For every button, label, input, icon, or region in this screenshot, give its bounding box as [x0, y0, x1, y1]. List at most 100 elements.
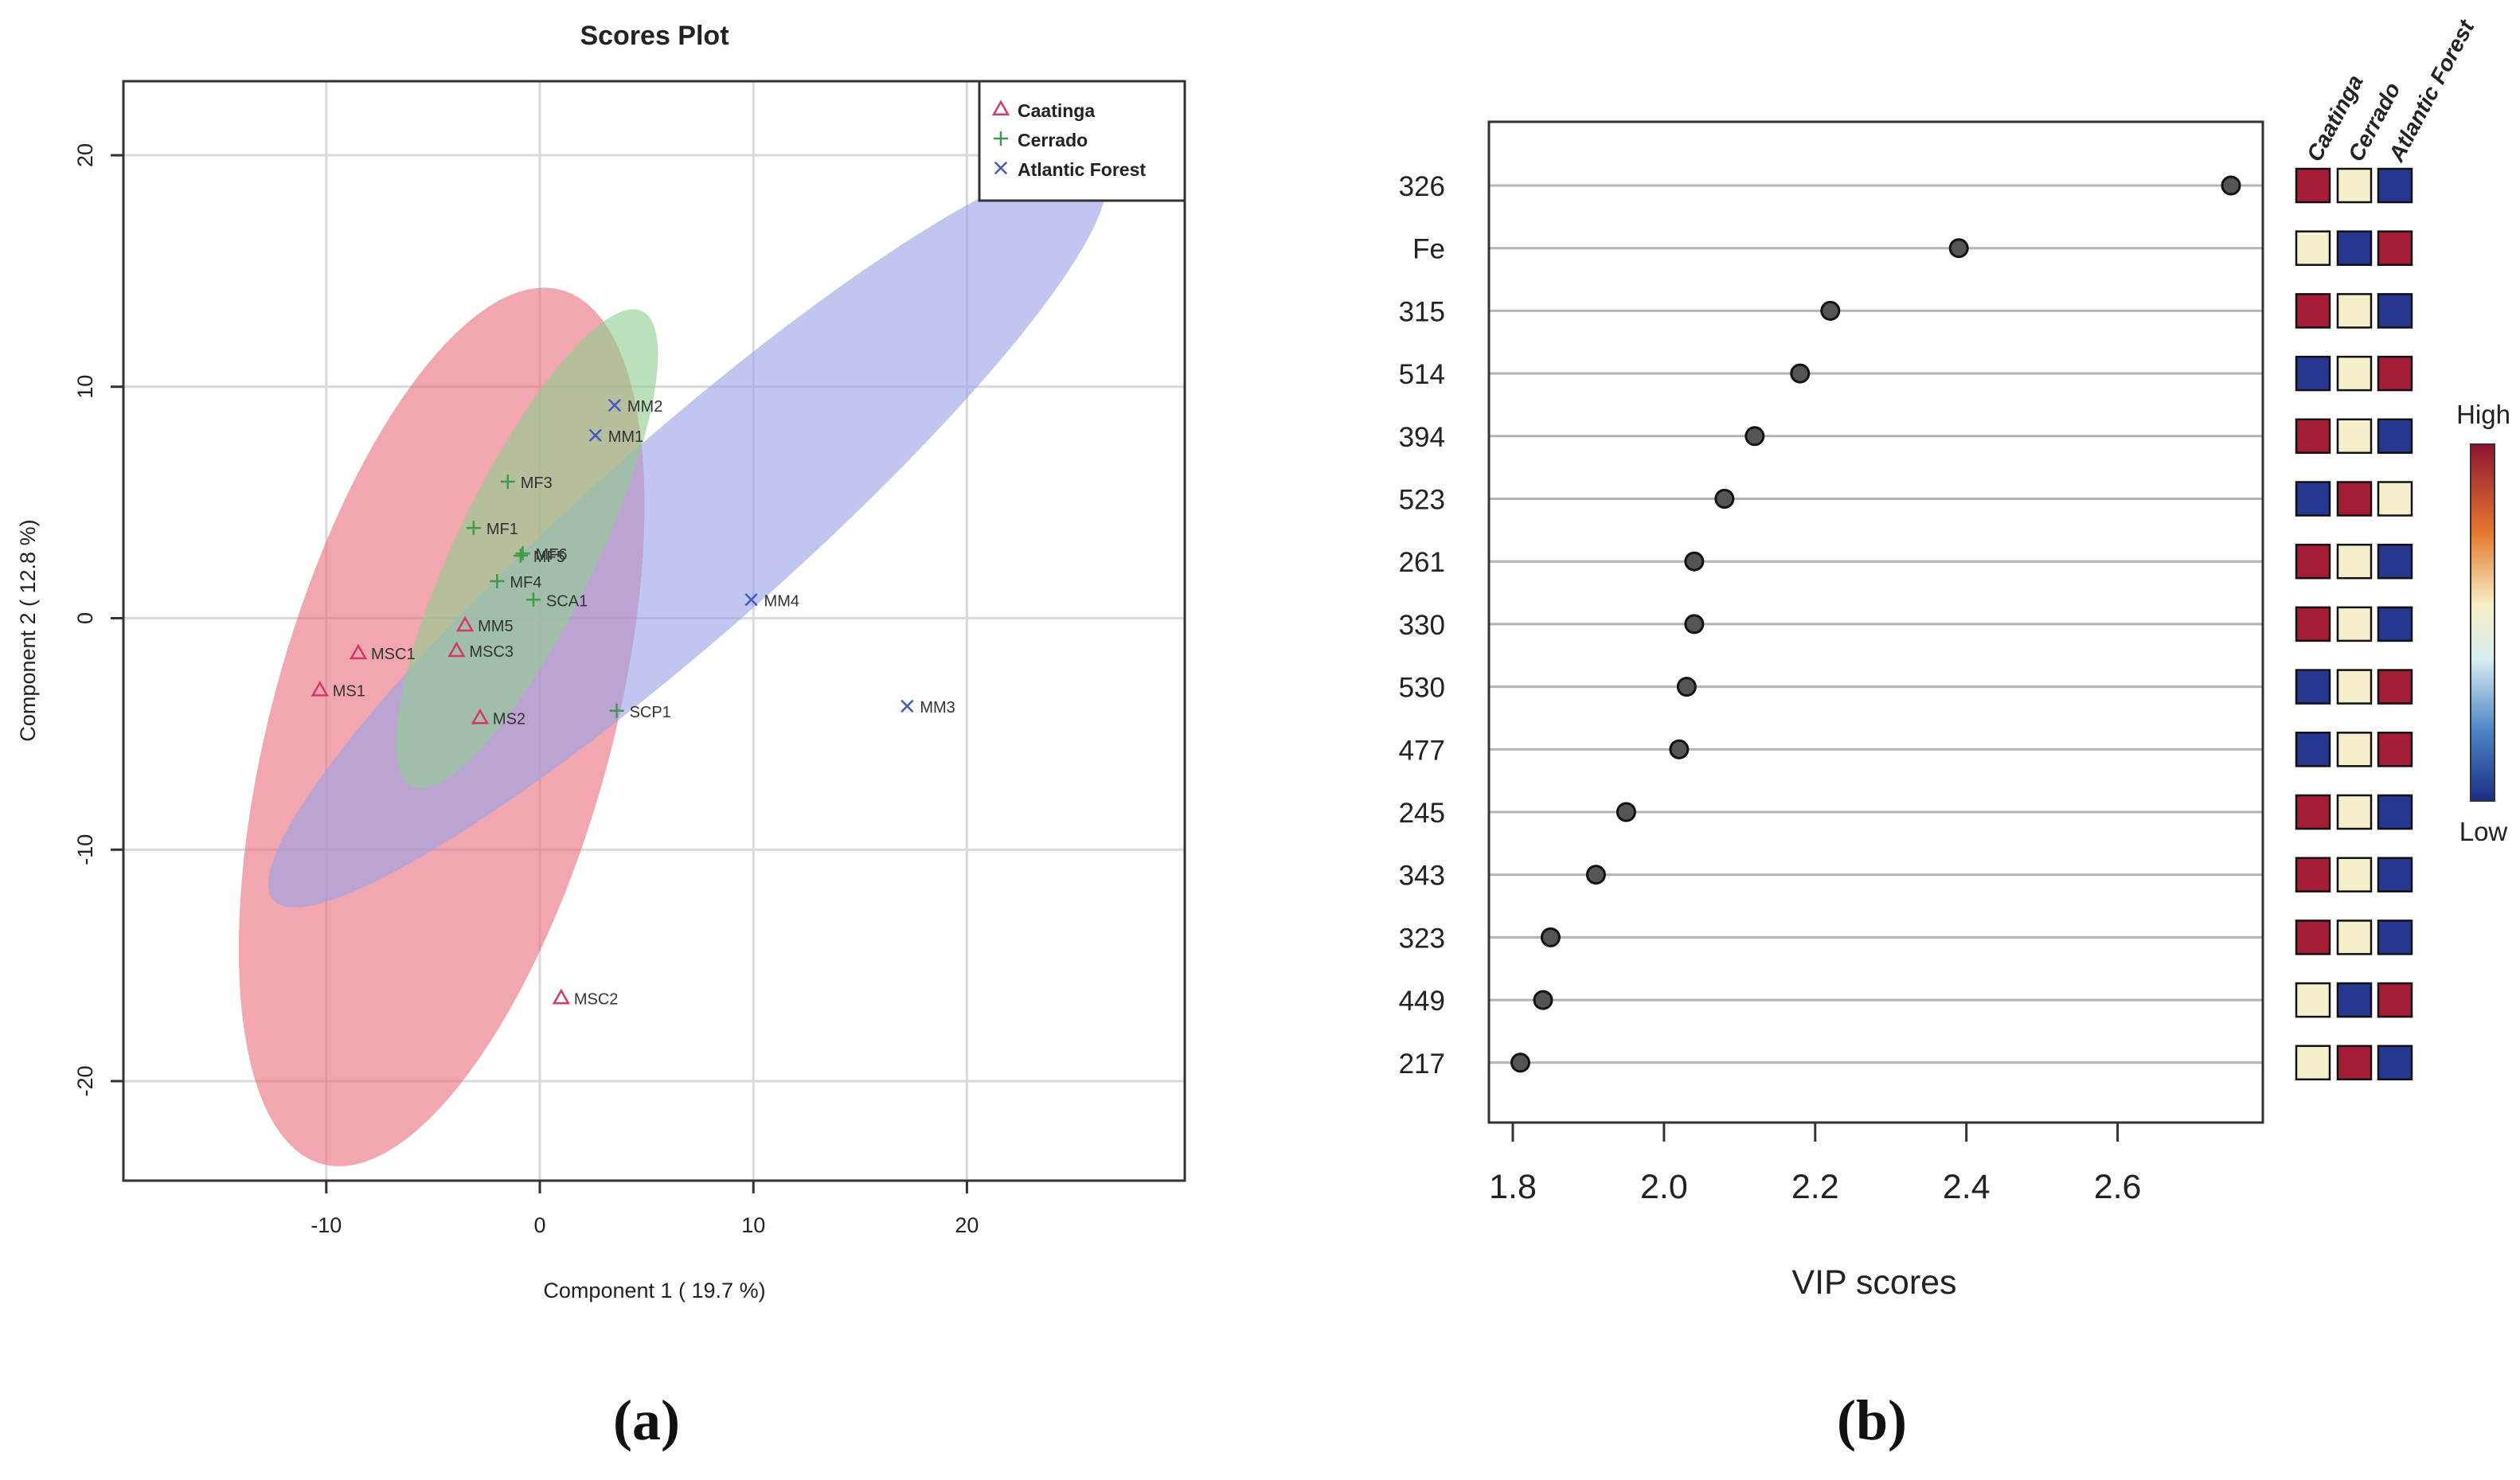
- heatmap-cell-477-cerrado: [2336, 732, 2373, 767]
- point-label: MF4: [510, 574, 541, 592]
- heatmap-cell-315-atlantic-forest: [2377, 293, 2413, 329]
- legend-label: Atlantic Forest: [1018, 159, 1146, 180]
- vip-row-fe: Fe: [1412, 234, 2263, 265]
- y-tick-label: 0: [73, 612, 97, 624]
- vip-x-tick-label: 2.2: [1791, 1168, 1839, 1206]
- point-label: MF3: [521, 474, 553, 492]
- heatmap-cell-330-caatinga: [2295, 606, 2331, 642]
- scores-plot-legend: Caatinga Cerrado Atlantic Forest: [978, 80, 1186, 202]
- score-point-ms1: MS1: [311, 681, 365, 701]
- colorbar-high-label: High: [2456, 400, 2510, 429]
- heatmap-cell-326-caatinga: [2295, 167, 2331, 204]
- heatmap-cell-514-caatinga: [2295, 355, 2331, 392]
- heatmap-cell-326-atlantic-forest: [2377, 167, 2413, 204]
- score-point-mf4: MF4: [490, 574, 541, 592]
- triangle-marker: [455, 615, 475, 632]
- heatmap-cell-326-cerrado: [2336, 167, 2373, 204]
- heatmap-cell-261-caatinga: [2295, 543, 2331, 580]
- scores-plot-y-axis-label: Component 2 ( 12.8 %): [16, 519, 40, 741]
- vip-row-343: 343: [1399, 861, 2263, 892]
- x-tick-label: 10: [741, 1213, 765, 1237]
- legend-item-caatinga: Caatinga: [991, 100, 1095, 121]
- heatmap-cells: [2295, 167, 2413, 1081]
- heatmap-cell-514-atlantic-forest: [2377, 355, 2413, 392]
- score-point-sca1: SCA1: [525, 592, 588, 610]
- plus-marker: [513, 549, 528, 564]
- heatmap-cell-261-atlantic-forest: [2377, 543, 2413, 580]
- heatmap-cell-477-caatinga: [2295, 732, 2331, 767]
- y-tick-label: -20: [73, 1065, 97, 1096]
- x-tick-label: 0: [533, 1213, 545, 1237]
- vip-dot: [1510, 1052, 1530, 1073]
- heatmap-cell-523-atlantic-forest: [2377, 481, 2413, 517]
- vip-row-label: 514: [1399, 359, 1445, 390]
- vip-row-330: 330: [1399, 610, 2263, 641]
- heatmap-cell-261-cerrado: [2336, 543, 2373, 580]
- point-label: MSC3: [469, 643, 514, 661]
- point-label: MS2: [493, 711, 525, 728]
- point-label: MM5: [478, 618, 513, 635]
- vip-row-217: 217: [1399, 1048, 2263, 1080]
- vip-row-label: 530: [1399, 673, 1445, 704]
- point-label: MSC1: [371, 646, 416, 663]
- score-point-mf5: MF5: [513, 549, 565, 566]
- cross-marker: [608, 398, 621, 412]
- vip-row-label: Fe: [1412, 234, 1445, 265]
- vip-row-label: 343: [1399, 861, 1445, 892]
- point-label: MS1: [333, 683, 365, 701]
- vip-row-label: 326: [1399, 171, 1445, 202]
- vip-x-tick-label: 1.8: [1489, 1168, 1537, 1206]
- vip-row-label: 323: [1399, 923, 1445, 954]
- vip-dot: [1669, 739, 1690, 760]
- score-point-msc3: MSC3: [447, 641, 514, 661]
- point-label: SCA1: [546, 592, 588, 610]
- vip-dot: [1684, 614, 1705, 635]
- heatmap-cell-449-caatinga: [2295, 982, 2331, 1018]
- heatmap-cell-343-caatinga: [2295, 857, 2331, 892]
- vip-row-label: 330: [1399, 610, 1445, 641]
- vip-dot: [1585, 865, 1606, 885]
- heatmap-cell-330-cerrado: [2336, 606, 2373, 642]
- vip-row-323: 323: [1399, 923, 2263, 954]
- vip-row-label: 394: [1399, 422, 1445, 453]
- heatmap-cell-530-atlantic-forest: [2377, 669, 2413, 705]
- triangle-marker: [471, 709, 490, 724]
- plus-marker: [515, 546, 530, 561]
- score-point-mm5: MM5: [455, 615, 514, 635]
- vip-row-label: 315: [1399, 296, 1445, 327]
- heatmap-cell-449-cerrado: [2336, 982, 2373, 1018]
- legend-label: Caatinga: [1018, 100, 1095, 121]
- vip-row-530: 530: [1399, 673, 2263, 704]
- vip-x-ticks: 1.8 2.0 2.2 2.4 2.6: [1489, 1123, 2141, 1206]
- panel-label-a: (a): [613, 1388, 680, 1452]
- triangle-marker: [991, 100, 1010, 115]
- heatmap-cell-330-atlantic-forest: [2377, 606, 2413, 642]
- y-tick-label: 20: [73, 143, 97, 167]
- heatmap-cell-245-atlantic-forest: [2377, 794, 2413, 830]
- y-tick-label: 10: [73, 375, 97, 399]
- confidence-ellipse-cerrado: [396, 309, 658, 789]
- vip-row-label: 217: [1399, 1048, 1445, 1080]
- heatmap-cell-477-atlantic-forest: [2377, 732, 2413, 767]
- triangle-marker: [349, 643, 368, 660]
- vip-scores-panel: 326 Fe 315 514 394 523 261 330 530 477 245 343 323 44…: [1399, 15, 2510, 1452]
- score-point-mm2: MM2: [608, 398, 662, 416]
- vip-dot: [1714, 489, 1735, 509]
- heatmap-cell-fe-atlantic-forest: [2377, 230, 2413, 266]
- plus-marker: [490, 573, 505, 588]
- score-point-mm1: MM1: [588, 428, 643, 446]
- score-point-msc1: MSC1: [349, 643, 416, 663]
- heatmap-cell-245-cerrado: [2336, 794, 2373, 830]
- plus-marker: [525, 592, 541, 607]
- scores-plot-title: Scores Plot: [580, 21, 729, 51]
- cross-marker: [901, 699, 914, 713]
- score-point-mf1: MF1: [466, 521, 518, 538]
- vip-row-label: 477: [1399, 735, 1445, 766]
- vip-dot: [1948, 238, 1969, 259]
- heatmap-cell-523-cerrado: [2336, 481, 2373, 517]
- cross-marker: [588, 428, 602, 442]
- vip-plot-frame: [1487, 120, 2264, 1124]
- point-label: MF5: [533, 549, 565, 566]
- heatmap-cell-394-cerrado: [2336, 418, 2373, 455]
